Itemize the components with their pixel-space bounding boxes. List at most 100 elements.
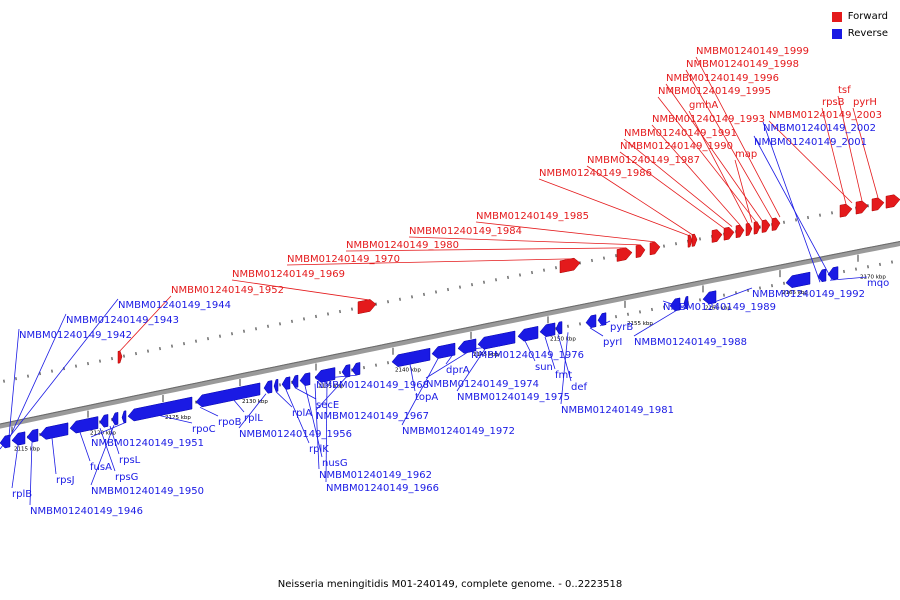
reverse-leader-line	[238, 393, 267, 429]
reverse-gene-arrow	[477, 330, 516, 350]
reverse-track-tick	[386, 361, 390, 365]
forward-gene-label: NMBM01240149_1952	[171, 285, 284, 296]
reverse-gene-label: NMBM01240149_1989	[663, 302, 776, 313]
reverse-gene-arrow	[26, 428, 39, 443]
forward-gene-label: NMBM01240149_1998	[686, 59, 799, 70]
reverse-gene-arrow	[555, 321, 563, 335]
forward-gene-arrow	[735, 224, 745, 239]
forward-leader-line	[623, 138, 733, 227]
reverse-gene-label: rpoB	[218, 417, 242, 428]
reverse-leader-line	[560, 332, 569, 405]
forward-track-tick	[98, 359, 102, 363]
reverse-gene-arrow	[817, 268, 827, 283]
forward-leader-line	[734, 159, 753, 223]
reverse-leader-line	[314, 383, 320, 470]
map-caption: Neisseria meningitidis M01-240149, compl…	[277, 579, 623, 590]
forward-track-tick	[314, 314, 318, 319]
forward-track-tick	[86, 361, 90, 366]
legend-forward-label: Forward	[847, 11, 888, 22]
reverse-gene-label: NMBM01240149_1974	[426, 379, 539, 390]
forward-track-tick	[350, 307, 354, 311]
reverse-gene-label: NMBM01240149_1962	[319, 470, 432, 481]
reverse-leader-line	[0, 298, 119, 450]
reverse-track-tick	[758, 286, 762, 290]
forward-gene-label: NMBM01240149_1990	[620, 141, 733, 152]
forward-gene-arrow	[559, 257, 581, 274]
reverse-leader-line	[7, 328, 20, 448]
reverse-leader-line	[233, 400, 245, 413]
forward-track-tick	[146, 349, 150, 353]
forward-gene-label: NMBM01240149_1985	[476, 211, 589, 222]
backbone-edge	[0, 240, 900, 425]
forward-track-tick	[542, 268, 546, 272]
scale-tick-label: 2160 kbp	[705, 305, 731, 311]
reverse-gene-label: pyrI	[603, 337, 622, 348]
reverse-track-tick	[626, 312, 630, 316]
reverse-leader-line	[304, 385, 323, 458]
forward-track-tick	[338, 309, 342, 314]
reverse-leader-line	[425, 352, 468, 379]
forward-leader-line	[657, 96, 757, 223]
reverse-leader-line	[829, 276, 868, 281]
reverse-gene-label: NMBM01240149_1946	[30, 506, 143, 517]
reverse-track-tick	[698, 298, 702, 302]
forward-track-tick	[230, 332, 234, 336]
reverse-leader-line	[445, 355, 453, 365]
forward-leader-line	[695, 56, 781, 218]
forward-track-tick	[50, 369, 54, 373]
reverse-track-tick	[578, 322, 582, 326]
reverse-track-tick	[722, 293, 726, 297]
forward-track-tick	[134, 351, 138, 356]
forward-gene-label: NMBM01240149_1995	[658, 86, 771, 97]
forward-leader-line	[119, 295, 172, 352]
reverse-gene-label: NMBM01240149_1951	[91, 438, 204, 449]
scale-tick-label: 2155 kbp	[627, 321, 653, 327]
scale-tick-label: 2125 kbp	[165, 415, 191, 421]
reverse-leader-line	[762, 121, 821, 283]
forward-track-tick	[782, 220, 786, 224]
forward-track-tick	[698, 237, 702, 241]
reverse-track-tick	[866, 265, 870, 269]
reverse-track-tick	[278, 383, 282, 387]
reverse-gene-arrow	[585, 314, 597, 328]
forward-track-tick	[422, 292, 426, 297]
scale-tick-label: 2130 kbp	[242, 399, 268, 405]
forward-gene-arrow	[616, 247, 633, 262]
reverse-track-tick	[638, 310, 642, 314]
reverse-leader-line	[51, 438, 57, 475]
reverse-leader-line	[544, 336, 556, 370]
forward-leader-line	[852, 107, 879, 198]
scale-tick-label: 2150 kbp	[550, 336, 576, 342]
scale-tick-label: 2145 kbp	[473, 352, 499, 358]
forward-track-tick	[446, 287, 450, 292]
forward-leader-line	[651, 124, 741, 226]
reverse-gene-arrow	[281, 376, 291, 390]
reverse-leader-line	[275, 391, 293, 408]
reverse-leader-line	[199, 406, 219, 417]
forward-leader-line	[286, 258, 571, 266]
reverse-gene-label: NMBM01240149_1950	[91, 486, 204, 497]
reverse-gene-label: NMBM01240149_1976	[471, 350, 584, 361]
forward-gene-arrow	[771, 217, 781, 231]
forward-leader-line	[345, 247, 626, 252]
reverse-gene-arrow	[827, 266, 839, 280]
reverse-track-tick	[614, 315, 618, 319]
forward-gene-label: NMBM01240149_2003	[769, 110, 882, 121]
legend-reverse: Reverse	[831, 26, 888, 41]
forward-leader-line	[821, 107, 847, 205]
forward-gene-label: NMBM01240149_1970	[287, 254, 400, 265]
reverse-swatch	[831, 28, 842, 39]
reverse-gene-arrow	[351, 362, 361, 376]
reverse-leader-line	[557, 334, 572, 382]
forward-track-tick	[434, 290, 438, 294]
legend: Forward Reverse	[831, 9, 888, 43]
forward-gene-arrow	[871, 197, 885, 212]
reverse-leader-line	[589, 327, 604, 337]
reverse-leader-line	[294, 387, 317, 400]
forward-gene-label: NMBM01240149_1996	[666, 73, 779, 84]
reverse-track-tick	[842, 269, 846, 274]
reverse-gene-label: NMBM01240149_2001	[754, 137, 867, 148]
forward-gene-label: tsf	[838, 85, 851, 96]
forward-gene-arrow	[691, 233, 698, 247]
